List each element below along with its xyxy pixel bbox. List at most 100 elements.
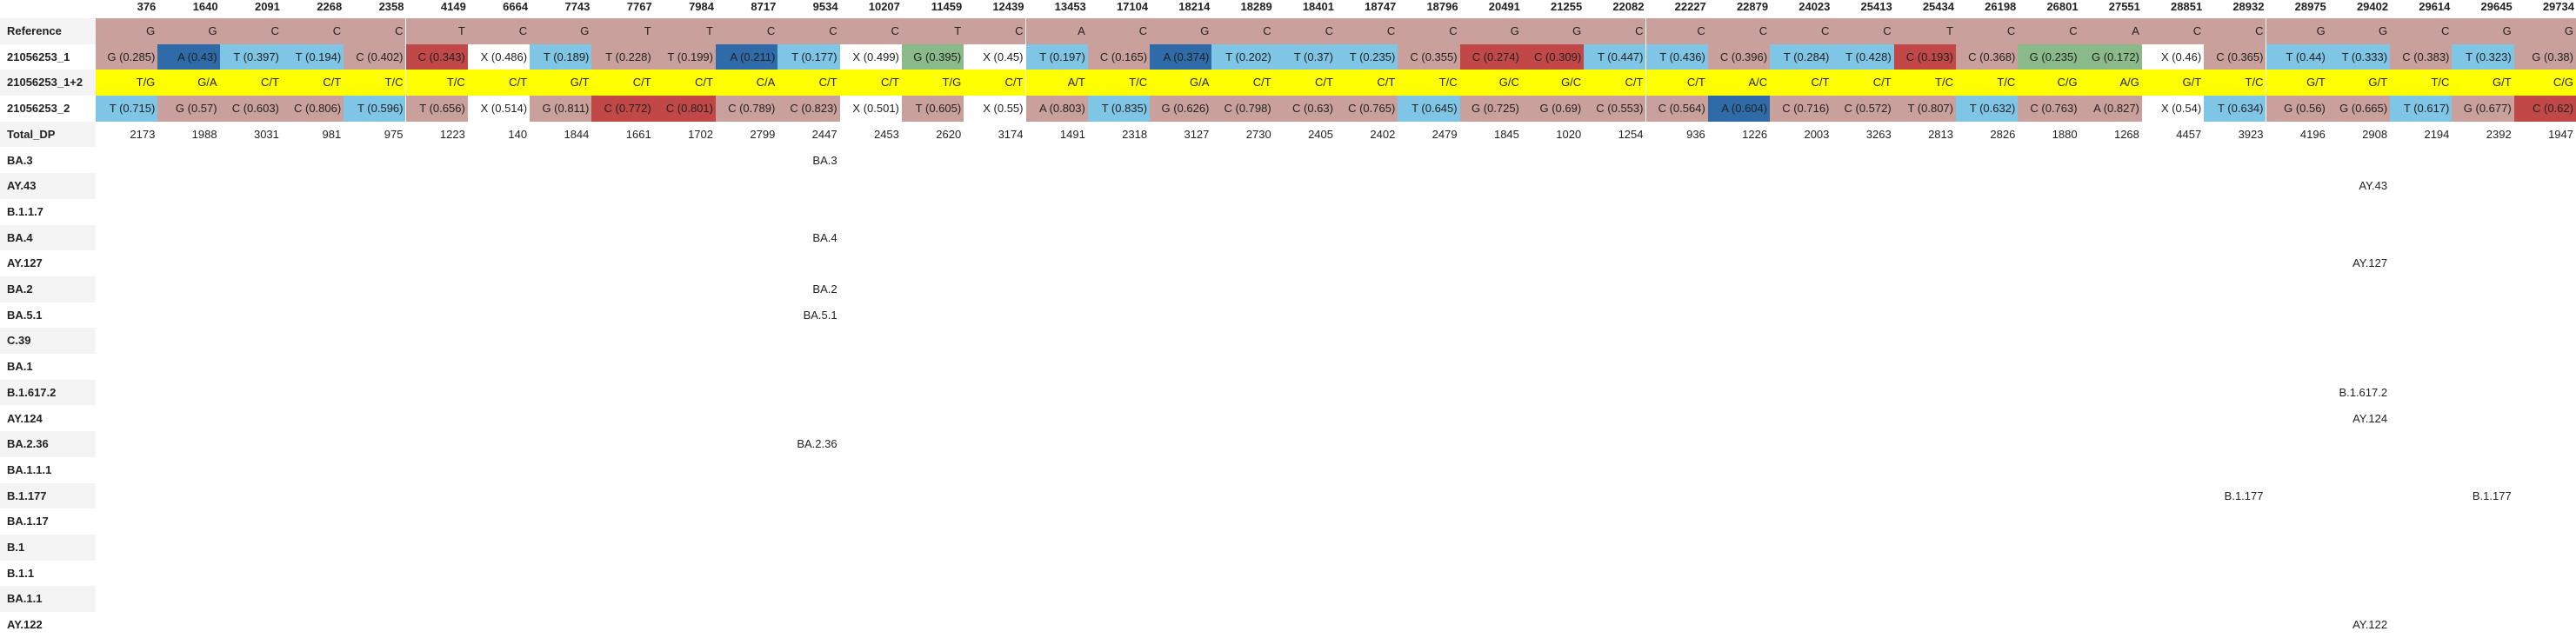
reference-cell[interactable]: G [1459,18,1522,44]
reference-cell[interactable]: C [281,18,344,44]
total-dp-cell[interactable]: 2620 [936,127,962,141]
total-dp-cell[interactable]: 3031 [253,127,279,141]
position-header[interactable]: 8717 [751,0,777,13]
reference-cell[interactable]: C [1273,18,1336,44]
lineage-mark[interactable]: B.1.177 [2472,488,2512,502]
reference-cell[interactable]: T [653,18,716,44]
sample1-cell[interactable]: T (0.202) [1211,43,1274,70]
total-dp-cell[interactable]: 1254 [1618,127,1644,141]
combined-cell[interactable]: C/T [839,70,902,96]
position-header[interactable]: 376 [137,0,157,13]
total-dp-cell[interactable]: 2813 [1928,127,1953,141]
reference-cell[interactable]: C [1584,18,1646,44]
combined-cell[interactable]: C/T [1832,70,1894,96]
position-header[interactable]: 28975 [2294,0,2326,13]
lineage-mark[interactable]: B.1.617.2 [2339,385,2388,399]
reference-cell[interactable]: G [2266,18,2328,44]
reference-cell[interactable]: C [2204,18,2266,44]
total-dp-cell[interactable]: 2479 [1431,127,1458,141]
combined-cell[interactable]: A/C [1707,70,1771,96]
position-header[interactable]: 2268 [317,0,343,13]
sample2-cell[interactable]: C (0.553) [1584,96,1646,122]
sample1-cell[interactable]: C (0.383) [2390,43,2453,70]
reference-cell[interactable]: C [1956,18,2019,44]
sample2-cell[interactable]: T (0.715) [96,96,158,122]
sample1-cell[interactable]: T (0.436) [1645,43,1708,70]
sample2-cell[interactable]: G (0.677) [2452,96,2514,122]
sample1-cell[interactable]: C (0.274) [1459,43,1522,70]
reference-cell[interactable]: A [1025,18,1088,44]
total-dp-cell[interactable]: 975 [384,127,404,141]
position-header[interactable]: 2358 [378,0,404,13]
reference-cell[interactable]: C [1211,18,1274,44]
combined-cell[interactable]: T/C [1956,70,2019,96]
reference-cell[interactable]: C [716,18,778,44]
sample1-cell[interactable]: A (0.374) [1150,43,1212,70]
combined-cell[interactable]: C/T [1273,70,1336,96]
reference-cell[interactable]: A [2079,18,2142,44]
total-dp-cell[interactable]: 3174 [998,127,1024,141]
sample1-cell[interactable]: X (0.45) [964,43,1026,70]
total-dp-cell[interactable]: 1223 [439,127,465,141]
combined-cell[interactable]: G/C [1521,70,1585,96]
combined-cell[interactable]: G/T [2452,70,2514,96]
sample1-cell[interactable]: C (0.396) [1707,43,1771,70]
sample1-cell[interactable]: T (0.197) [1025,43,1088,70]
sample2-cell[interactable]: X (0.501) [839,96,902,122]
sample2-cell[interactable]: T (0.634) [2204,96,2266,122]
combined-cell[interactable]: G/T [2327,70,2391,96]
reference-cell[interactable]: G [530,18,592,44]
total-dp-cell[interactable]: 1020 [1556,127,1582,141]
sample1-cell[interactable]: A (0.211) [716,43,778,70]
sample2-cell[interactable]: X (0.55) [964,96,1026,122]
sample1-cell[interactable]: T (0.37) [1273,43,1336,70]
reference-cell[interactable]: C [964,18,1026,44]
sample1-cell[interactable]: T (0.397) [219,43,282,70]
total-dp-cell[interactable]: 1491 [1059,127,1085,141]
sample1-cell[interactable]: X (0.486) [467,43,531,70]
reference-cell[interactable]: C [1832,18,1894,44]
total-dp-cell[interactable]: 2402 [1370,127,1396,141]
position-header[interactable]: 18214 [1178,0,1211,13]
total-dp-cell[interactable]: 2908 [2362,127,2388,141]
combined-cell[interactable]: C/A [716,70,778,96]
sample1-cell[interactable]: C (0.365) [2204,43,2266,70]
sample2-cell[interactable]: G (0.626) [1150,96,1212,122]
combined-cell[interactable]: T/G [96,70,158,96]
sample1-cell[interactable]: T (0.323) [2452,43,2514,70]
reference-cell[interactable]: G [2327,18,2391,44]
position-header[interactable]: 22227 [1674,0,1706,13]
sample2-cell[interactable]: C (0.765) [1336,96,1398,122]
reference-cell[interactable]: C [1398,18,1460,44]
sample1-cell[interactable]: T (0.284) [1770,43,1832,70]
sample2-cell[interactable]: C (0.763) [2018,96,2080,122]
lineage-mark[interactable]: BA.5.1 [803,308,838,322]
sample2-cell[interactable]: C (0.772) [591,96,654,122]
total-dp-cell[interactable]: 1661 [625,127,651,141]
reference-cell[interactable]: C [219,18,282,44]
total-dp-cell[interactable]: 936 [1686,127,1705,141]
sample1-cell[interactable]: C (0.368) [1956,43,2019,70]
sample1-cell[interactable]: C (0.402) [344,43,406,70]
reference-cell[interactable]: C [1707,18,1771,44]
total-dp-cell[interactable]: 2173 [130,127,156,141]
reference-cell[interactable]: C [467,18,531,44]
lineage-mark[interactable]: AY.127 [2352,256,2388,270]
sample2-cell[interactable]: T (0.632) [1956,96,2019,122]
combined-cell[interactable]: G/A [157,70,220,96]
sample1-cell[interactable]: G (0.172) [2079,43,2142,70]
reference-cell[interactable]: G [2452,18,2514,44]
sample1-cell[interactable]: T (0.428) [1832,43,1894,70]
combined-cell[interactable]: A/T [1025,70,1088,96]
reference-cell[interactable]: G [1150,18,1212,44]
sample2-cell[interactable]: G (0.811) [530,96,592,122]
position-header[interactable]: 11459 [931,0,963,13]
position-header[interactable]: 25413 [1860,0,1892,13]
sample2-cell[interactable]: T (0.807) [1893,96,1956,122]
total-dp-cell[interactable]: 2730 [1245,127,1271,141]
sample1-cell[interactable]: T (0.333) [2327,43,2391,70]
sample1-cell[interactable]: T (0.194) [281,43,344,70]
total-dp-cell[interactable]: 2392 [2486,127,2512,141]
total-dp-cell[interactable]: 1268 [2113,127,2139,141]
reference-cell[interactable]: G [157,18,220,44]
